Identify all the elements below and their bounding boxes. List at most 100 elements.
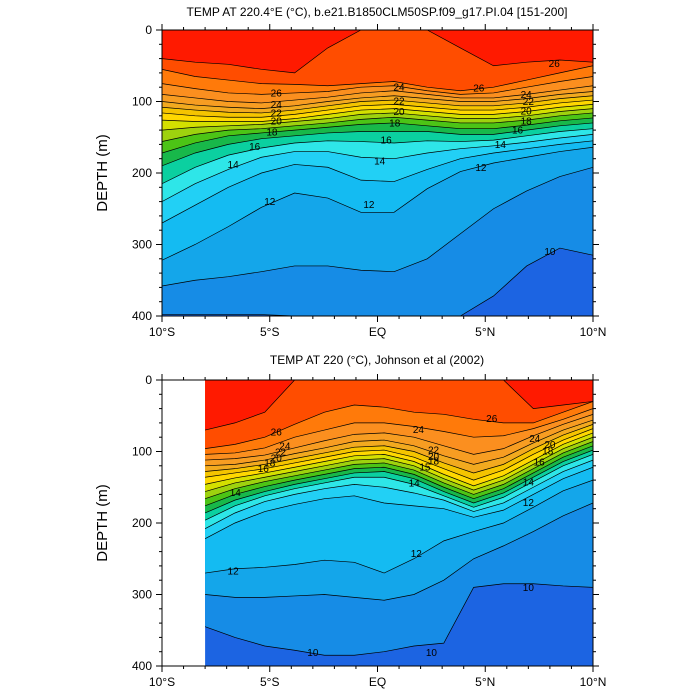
contour-label: 14 [523,478,535,489]
panel-top-isotherms [162,30,593,316]
contour-label: 14 [409,478,421,489]
ytick-label: 0 [145,373,152,387]
isotherm-26 [162,65,593,92]
contour-label: 18 [389,118,401,129]
xtick-label: 10°N [580,675,607,689]
contour-label: 22 [428,446,440,457]
isotherm-12 [205,479,593,574]
contour-label: 20 [544,440,556,451]
contour-label: 18 [264,458,276,469]
contour-label: 24 [521,90,533,101]
isotherm-19 [205,436,593,492]
isotherm-11 [162,166,593,287]
contour-label: 26 [486,414,498,425]
panel-bottom-ylabel: DEPTH (m) [94,484,111,562]
contour-label: 10 [544,247,556,258]
contour-label: 22 [393,96,405,107]
panel-bottom-isotherms [204,380,593,656]
contour-label: 12 [363,200,375,211]
contour-label: 16 [258,464,270,475]
isotherm-15 [204,454,593,521]
isotherm-13 [204,466,593,540]
contour-label: 24 [529,434,541,445]
contour-label: 14 [374,156,386,167]
isotherm-16 [204,449,593,514]
isotherm-15 [162,128,593,185]
contour-label: 24 [271,100,283,111]
ytick-label: 100 [132,445,152,459]
isotherm-24 [162,85,593,104]
panel-top-fill-bands [162,30,593,316]
contour-label: 20 [521,106,533,117]
isotherm-25 [162,76,593,95]
contour-label: 26 [271,88,283,99]
panel-bottom-contour-labels: 2624222018161412242220181514122614161820… [228,414,556,659]
contour-label: 20 [393,107,405,118]
fill-band-above-26 [205,380,593,449]
contour-label: 20 [271,116,283,127]
panel-bottom-axes: 0 100 200 300 400 10°S 5°S EQ 5°N 10°N [132,373,606,689]
isotherm-14 [162,134,593,202]
xtick-label: 5°N [475,325,495,339]
isotherm-16 [162,122,593,167]
xtick-label: 10°S [149,675,175,689]
isotherm-22 [205,424,593,474]
isotherm-11 [205,502,593,601]
contour-label: 12 [228,566,240,577]
panel-bottom-title: TEMP AT 220 (°C), Johnson et al (2002) [270,353,484,367]
contour-label: 10 [426,648,438,659]
isotherm-23 [205,419,593,467]
isotherm-17 [162,117,593,154]
ytick-label: 200 [132,166,152,180]
panel-top-contour-labels: 2624222018161412242220181614122612141618… [228,59,561,258]
ytick-label: 400 [132,309,152,323]
contour-label: 12 [523,498,535,509]
isotherm-27 [162,30,593,74]
xtick-label: EQ [369,675,386,689]
contour-label: 18 [521,116,533,127]
fill-band-above-27 [205,380,593,431]
contour-label: 18 [428,456,440,467]
contour-label: 22 [275,448,287,459]
contour-label: 14 [495,140,507,151]
contour-label: 12 [264,197,276,208]
ytick-label: 300 [132,588,152,602]
panel-top-axes: 0 100 200 300 400 10°S 5°S EQ 5°N 10°N [132,23,606,339]
contour-label: 14 [230,488,242,499]
ytick-label: 200 [132,516,152,530]
contour-label: 12 [411,549,423,560]
isotherm-21 [205,428,593,481]
panel-bottom-observed: TEMP AT 220 (°C), Johnson et al (2002) D… [94,353,606,689]
contour-label: 15 [419,463,431,474]
isotherm-25 [205,408,593,455]
contour-label: 22 [523,97,535,108]
contour-label: 24 [413,425,425,436]
contour-label: 26 [271,428,283,439]
xtick-label: EQ [369,325,386,339]
contour-label: 16 [512,126,524,137]
isotherm-26 [205,401,593,449]
panel-bottom-fill-bands [205,380,593,666]
panel-top-title: TEMP AT 220.4°E (°C), b.e21.B1850CLM50SP… [187,5,568,19]
xtick-label: 10°S [149,325,175,339]
xtick-label: 5°S [260,325,279,339]
isotherm-10 [162,247,593,316]
panel-top-ylabel: DEPTH (m) [94,134,111,212]
ytick-label: 0 [145,23,152,37]
isotherm-14 [204,459,593,530]
contour-label: 20 [271,453,283,464]
isotherm-20 [162,104,593,122]
isotherm-27 [205,380,593,431]
contour-label: 10 [307,648,319,659]
contour-label: 16 [249,142,261,153]
isotherm-18 [204,441,593,500]
contour-label: 20 [428,452,440,463]
isotherm-13 [162,140,593,224]
xtick-label: 5°S [260,675,279,689]
isotherm-17 [204,445,593,507]
contour-label: 18 [542,446,554,457]
contour-label: 26 [549,59,561,70]
isotherm-20 [205,432,593,487]
xtick-label: 10°N [580,325,607,339]
